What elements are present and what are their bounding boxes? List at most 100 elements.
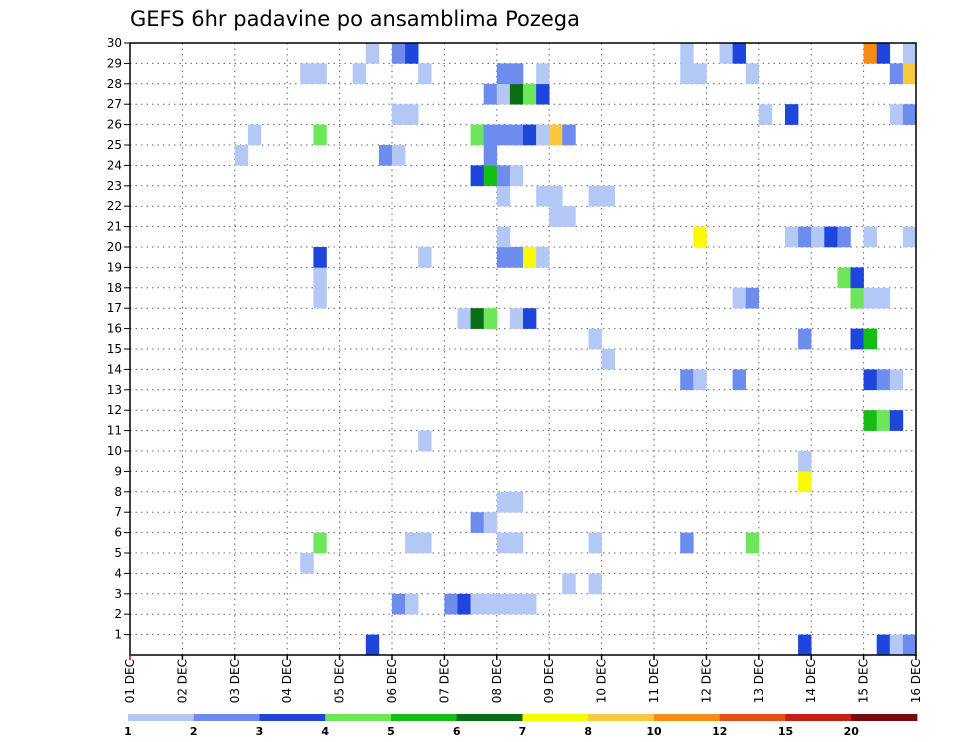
heatmap-cell — [457, 593, 471, 615]
heatmap-cell — [418, 430, 432, 452]
heatmap-cell — [863, 43, 877, 64]
x-tick-label: 06 DEC — [385, 659, 399, 703]
heatmap-cell — [470, 165, 484, 187]
heatmap-cell — [732, 369, 746, 391]
colorbar-segment — [719, 714, 786, 721]
x-axis: 01 DEC 02 DEC 03 DEC 04 DEC 05 DEC 06 DEC 07 D… — [123, 655, 923, 703]
colorbar-segment — [391, 714, 458, 721]
heatmap-cell — [588, 532, 602, 554]
heatmap-cell — [536, 63, 550, 85]
colorbar-label: 4 — [321, 725, 329, 738]
heatmap-cell — [588, 328, 602, 350]
heatmap-cell — [876, 410, 891, 431]
heatmap-cell — [365, 634, 380, 656]
heatmap-cell — [549, 124, 563, 146]
heatmap-cell — [496, 593, 511, 615]
heatmap-cell — [902, 226, 917, 248]
heatmap-cell — [732, 287, 746, 309]
heatmap-cell — [902, 104, 917, 125]
heatmap-cell — [483, 512, 498, 533]
colorbar-label: 8 — [584, 725, 592, 738]
heatmap-cell — [798, 328, 812, 350]
y-tick-label: 4 — [114, 566, 122, 580]
colorbar-label: 12 — [712, 725, 727, 738]
heatmap-cell — [313, 287, 327, 309]
x-tick-label: 12 DEC — [699, 659, 713, 703]
heatmap-cell — [693, 369, 707, 391]
heatmap-cell — [758, 104, 773, 125]
heatmap-cell — [496, 247, 511, 268]
heatmap-cell — [470, 593, 484, 615]
heatmap-cell — [405, 43, 419, 64]
heatmap-cell — [234, 145, 249, 166]
heatmap-cell — [850, 328, 864, 350]
y-tick-label: 20 — [107, 240, 122, 254]
x-tick-label: 09 DEC — [542, 659, 556, 703]
heatmap-cell — [523, 308, 537, 329]
heatmap-cell — [745, 532, 760, 554]
heatmap-cell — [850, 267, 864, 289]
heatmap-cell — [732, 43, 746, 64]
heatmap-cell — [365, 43, 380, 64]
heatmap-cell — [536, 124, 550, 146]
heatmap-cell — [798, 226, 812, 248]
y-tick-label: 21 — [107, 220, 122, 234]
heatmap-cell — [483, 593, 498, 615]
y-tick-label: 28 — [107, 77, 122, 91]
heatmap-cell — [889, 369, 904, 391]
y-tick-label: 14 — [107, 362, 122, 376]
heatmap-cell — [509, 83, 524, 105]
heatmap-cell — [483, 145, 498, 166]
x-tick-label: 13 DEC — [752, 659, 766, 703]
heatmap-cell — [601, 349, 615, 370]
heatmap-cell — [863, 226, 877, 248]
heatmap-cell — [496, 63, 511, 85]
heatmap-cell — [863, 369, 877, 391]
heatmap-cell — [496, 83, 511, 105]
x-tick-label: 16 DEC — [909, 659, 923, 703]
x-tick-label: 05 DEC — [333, 659, 347, 703]
heatmap-cell — [798, 634, 812, 656]
y-tick-label: 5 — [114, 546, 122, 560]
heatmap-cell — [549, 206, 563, 227]
heatmap-cell — [496, 124, 511, 146]
heatmap-cell — [601, 185, 615, 207]
y-tick-label: 24 — [107, 158, 122, 172]
heatmap-cell — [785, 104, 799, 125]
colorbar-segment — [522, 714, 589, 721]
colorbar-segment — [588, 714, 655, 721]
colorbar-segment — [785, 714, 852, 721]
heatmap-cell — [549, 185, 563, 207]
x-tick-label: 01 DEC — [123, 659, 137, 703]
heatmap-cell — [588, 573, 602, 595]
y-tick-label: 1 — [114, 628, 122, 642]
heatmap-cell — [680, 369, 694, 391]
heatmap-cell — [496, 532, 511, 554]
heatmap-cell — [509, 308, 524, 329]
heatmap-cell — [509, 247, 524, 268]
colorbar-label: 6 — [453, 725, 461, 738]
heatmap-cell — [523, 124, 537, 146]
heatmap-cell — [863, 410, 877, 431]
heatmap-cell — [509, 165, 524, 187]
heatmap-cell — [876, 43, 891, 64]
y-tick-label: 6 — [114, 526, 122, 540]
heatmap-cell — [444, 593, 458, 615]
heatmap-cell — [313, 63, 327, 85]
heatmap-cell — [352, 63, 367, 85]
heatmap-cell — [523, 83, 537, 105]
heatmap-cell — [457, 308, 471, 329]
heatmap-cell — [536, 185, 550, 207]
colorbar-segment — [325, 714, 392, 721]
colorbar-label: 15 — [778, 725, 793, 738]
heatmap-cell — [509, 532, 524, 554]
heatmap-cell — [536, 247, 550, 268]
heatmap-cell — [785, 226, 799, 248]
colorbar: 1 2 3 4 5 6 7 8 10 12 15 20 — [124, 714, 918, 738]
x-tick-label: 04 DEC — [280, 659, 294, 703]
y-tick-label: 17 — [107, 301, 122, 315]
x-tick-label: 11 DEC — [647, 659, 661, 703]
colorbar-segment — [259, 714, 326, 721]
heatmap-cell — [693, 226, 707, 248]
heatmap-cell — [889, 104, 904, 125]
